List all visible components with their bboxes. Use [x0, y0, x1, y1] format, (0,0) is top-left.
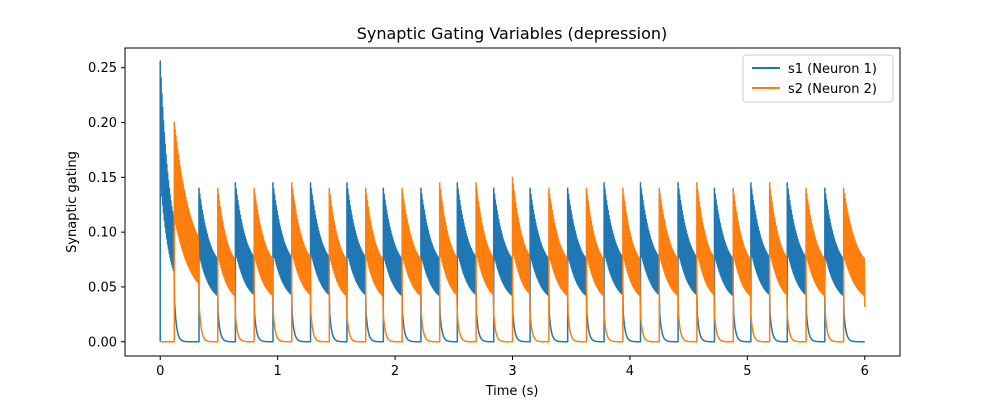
- legend-box: [742, 54, 894, 103]
- x-tick-label-1: 1: [274, 364, 282, 379]
- series-layer: [159, 60, 866, 343]
- x-tick-label-2: 2: [391, 364, 399, 379]
- x-axis: 0 1 2 3 4 5 6: [156, 356, 869, 379]
- y-axis-label: Synaptic gating: [65, 151, 80, 253]
- legend-label-s1: s1 (Neuron 1): [788, 62, 877, 77]
- y-tick-label-2: 0.10: [88, 226, 117, 241]
- y-tick-label-0: 0.00: [88, 335, 117, 350]
- series-line-2: [160, 121, 866, 343]
- y-tick-label-1: 0.05: [88, 280, 117, 295]
- chart-title: Synaptic Gating Variables (depression): [357, 24, 668, 43]
- x-tick-label-4: 4: [626, 364, 634, 379]
- y-tick-label-3: 0.15: [88, 171, 117, 186]
- x-tick-label-6: 6: [861, 364, 869, 379]
- x-tick-label-5: 5: [743, 364, 751, 379]
- legend: s1 (Neuron 1) s2 (Neuron 2): [742, 54, 894, 103]
- y-tick-label-4: 0.20: [88, 116, 117, 131]
- x-tick-label-0: 0: [156, 364, 164, 379]
- legend-label-s2: s2 (Neuron 2): [788, 82, 877, 97]
- y-tick-label-5: 0.25: [88, 61, 117, 76]
- series-line-1: [159, 60, 865, 343]
- y-axis: 0.00 0.05 0.10 0.15 0.20 0.25: [88, 61, 125, 350]
- x-axis-label: Time (s): [485, 384, 539, 399]
- x-tick-label-3: 3: [508, 364, 516, 379]
